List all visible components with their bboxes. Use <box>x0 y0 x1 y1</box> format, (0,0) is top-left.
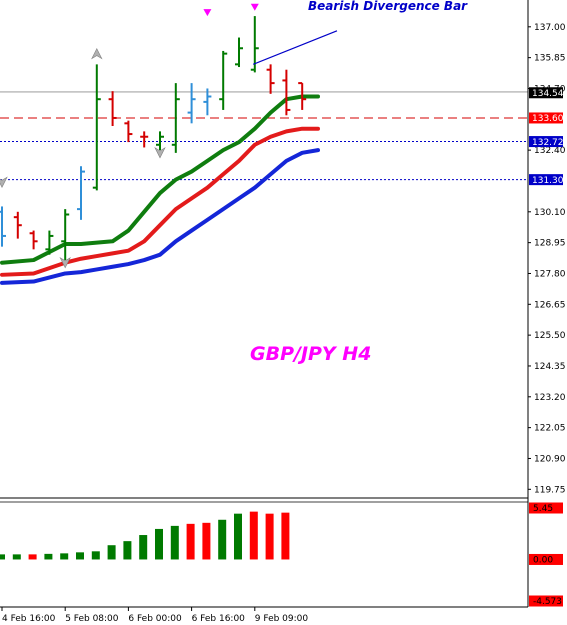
fractal-marker-3 <box>59 256 71 269</box>
oscillator-bar-14 <box>218 519 227 560</box>
oscillator-bar-16 <box>249 511 258 560</box>
oscillator-bar-13 <box>202 522 211 560</box>
fractal-markers <box>0 47 166 269</box>
ohlc-bar-19 <box>298 82 307 110</box>
price-y-tick-label-0: 137.00 <box>534 23 566 33</box>
price-y-tick-label-3: 132.40 <box>534 146 566 156</box>
price-y-tick-label-12: 120.90 <box>534 454 566 464</box>
price-y-tick-label-5: 128.95 <box>534 239 566 249</box>
price-panel: Bearish Divergence Bar GBP/JPY H4 <box>0 0 528 365</box>
oscillator-bar-6 <box>91 551 100 560</box>
oscillator-y-tag-bg-0 <box>529 502 563 514</box>
ma_blue-line <box>0 148 320 285</box>
oscillator-bar-15 <box>234 513 242 560</box>
ohlc-bar-16 <box>250 16 259 73</box>
oscillator-bar-11 <box>170 525 179 560</box>
price-y-tick-label-9: 124.35 <box>534 362 566 372</box>
ohlc-bar-1 <box>13 211 22 239</box>
ohlc-bar-15 <box>235 37 243 68</box>
oscillator-y-tag-bg-1 <box>529 553 563 565</box>
oscillator-bar-10 <box>155 528 163 560</box>
ohlc-bar-2 <box>29 230 38 250</box>
price-tag-bg-3 <box>529 174 563 186</box>
ohlc-bar-9 <box>140 131 149 148</box>
symbol-title: GBP/JPY H4 <box>250 343 371 365</box>
price-tag-bg-2 <box>529 136 563 148</box>
oscillator-y-tick-label-0: 5.45 <box>533 504 553 514</box>
price-tags: 134.54 133.60 132.72 131.30 <box>529 87 564 186</box>
oscillator-bar-3 <box>44 553 53 560</box>
ohlc-bar-10 <box>156 131 164 151</box>
ohlc-bar-3 <box>45 230 54 255</box>
ohlc-bar-5 <box>77 166 85 220</box>
moving-averages <box>0 94 320 285</box>
oscillator-bar-2 <box>28 554 37 560</box>
ohlc-bar-14 <box>219 50 228 110</box>
ohlc-bar-13 <box>203 88 212 116</box>
ohlc-bar-6 <box>92 64 101 191</box>
x-tick-label-1: 5 Feb 08:00 <box>65 614 119 624</box>
ohlc-bar-18 <box>282 69 291 116</box>
oscillator-bar-7 <box>107 545 116 560</box>
ohlc-bar-12 <box>187 83 196 124</box>
oscillator-y-tag-bg-2 <box>529 595 563 607</box>
price-y-tick-label-4: 130.10 <box>534 208 566 218</box>
oscillator-bar-9 <box>139 535 148 560</box>
fractal-marker-0 <box>0 176 8 188</box>
oscillator-bar-12 <box>186 523 195 560</box>
arrow-marker-0 <box>203 9 212 17</box>
x-tick-label-4: 9 Feb 09:00 <box>255 614 309 624</box>
arrow-marker-1 <box>250 3 259 11</box>
price-y-tick-label-10: 123.20 <box>534 393 566 403</box>
oscillator-bar-1 <box>12 554 21 560</box>
oscillator-y-axis: 5.45 0.00 -4.573 <box>529 502 563 607</box>
price-y-tick-label-8: 125.50 <box>534 331 566 341</box>
oscillator-y-tick-label-1: 0.00 <box>533 556 553 566</box>
price-bars <box>0 16 307 261</box>
fractal-marker-1 <box>91 47 103 60</box>
price-y-tick-label-6: 127.80 <box>534 269 566 279</box>
ohlc-bar-17 <box>266 64 275 94</box>
price-tag-label-3: 131.30 <box>532 176 564 186</box>
price-tag-label-1: 133.60 <box>532 114 564 124</box>
annotation-label: Bearish Divergence Bar <box>308 0 468 13</box>
price-tag-label-0: 134.54 <box>532 89 564 99</box>
ohlc-bar-0 <box>0 206 6 247</box>
divergence-line <box>252 30 338 65</box>
arrow-markers <box>203 3 259 17</box>
x-tick-label-3: 6 Feb 16:00 <box>192 614 246 624</box>
ohlc-bar-7 <box>108 91 117 127</box>
price-tag-bg-1 <box>529 112 563 124</box>
oscillator-bars <box>0 511 290 560</box>
oscillator-bar-18 <box>281 512 290 560</box>
price-y-tick-label-11: 122.05 <box>534 424 566 434</box>
ohlc-bar-11 <box>171 83 180 153</box>
price-y-tick-label-7: 126.65 <box>534 300 566 310</box>
price-y-tick-label-13: 119.75 <box>534 485 566 495</box>
ohlc-bar-4 <box>61 209 70 261</box>
ma_green-line <box>0 94 320 265</box>
oscillator-bar-4 <box>60 553 69 560</box>
price-tag-label-2: 132.72 <box>532 138 564 148</box>
ma_red-line <box>0 126 320 277</box>
oscillator-bar-5 <box>76 552 84 560</box>
oscillator-panel <box>0 511 290 560</box>
fractal-marker-2 <box>154 147 166 159</box>
price-y-tick-label-1: 135.85 <box>534 54 566 64</box>
oscillator-y-tick-label-2: -4.573 <box>533 597 562 607</box>
x-tick-label-2: 6 Feb 00:00 <box>128 614 182 624</box>
ohlc-bar-8 <box>124 120 133 143</box>
price-tag-bg-0 <box>529 87 563 99</box>
oscillator-bar-17 <box>265 513 274 560</box>
x-tick-label-0: 4 Feb 16:00 <box>2 614 56 624</box>
oscillator-bar-0 <box>0 554 5 560</box>
x-axis: 4 Feb 16:00 5 Feb 08:00 6 Feb 00:00 6 Feb 1… <box>1 607 309 624</box>
oscillator-bar-8 <box>123 541 132 560</box>
